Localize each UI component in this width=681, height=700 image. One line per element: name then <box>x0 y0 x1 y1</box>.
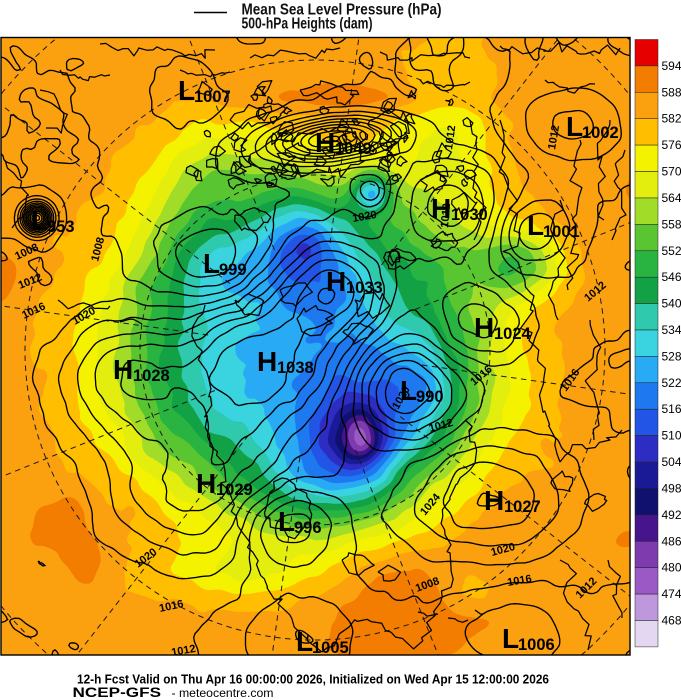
svg-text:468: 468 <box>662 614 681 628</box>
svg-text:L: L <box>31 205 48 236</box>
svg-text:H: H <box>257 346 277 377</box>
svg-text:1007: 1007 <box>194 88 231 106</box>
svg-text:Mean Sea Level Pressure (hPa): Mean Sea Level Pressure (hPa) <box>242 2 442 19</box>
svg-text:1012: 1012 <box>439 203 453 228</box>
svg-text:990: 990 <box>416 388 444 406</box>
svg-text:H: H <box>431 193 451 224</box>
svg-text:558: 558 <box>662 217 681 231</box>
svg-text:534: 534 <box>662 323 681 337</box>
svg-text:NCEP-GFS: NCEP-GFS <box>73 685 162 700</box>
svg-text:- meteocentre.com: - meteocentre.com <box>172 686 274 700</box>
svg-text:953: 953 <box>47 218 75 236</box>
svg-text:H: H <box>484 485 504 516</box>
svg-text:546: 546 <box>662 270 681 284</box>
svg-text:1030: 1030 <box>451 206 488 224</box>
svg-text:999: 999 <box>219 261 247 279</box>
svg-text:582: 582 <box>662 112 681 126</box>
svg-text:588: 588 <box>662 85 681 99</box>
svg-text:L: L <box>203 248 220 279</box>
svg-text:1012: 1012 <box>170 643 196 659</box>
svg-text:510: 510 <box>662 429 681 443</box>
svg-text:540: 540 <box>662 297 681 311</box>
svg-text:1016: 1016 <box>506 573 532 589</box>
svg-text:1028: 1028 <box>133 367 170 385</box>
svg-text:L: L <box>502 623 519 654</box>
svg-text:H: H <box>326 266 346 297</box>
svg-text:474: 474 <box>662 587 681 601</box>
svg-text:1027: 1027 <box>504 498 541 516</box>
svg-text:H: H <box>474 312 494 343</box>
svg-text:1012: 1012 <box>443 125 458 151</box>
svg-text:L: L <box>566 111 583 142</box>
svg-text:1020: 1020 <box>351 209 377 225</box>
svg-text:1038: 1038 <box>277 359 314 377</box>
svg-text:486: 486 <box>662 534 681 548</box>
svg-text:1049: 1049 <box>335 140 372 158</box>
svg-text:H: H <box>113 354 133 385</box>
svg-text:552: 552 <box>662 244 681 258</box>
svg-text:528: 528 <box>662 349 681 363</box>
svg-text:1005: 1005 <box>312 639 349 657</box>
svg-text:492: 492 <box>662 508 681 522</box>
svg-text:H: H <box>315 127 335 158</box>
svg-text:1029: 1029 <box>216 481 253 499</box>
svg-text:H: H <box>196 468 216 499</box>
svg-text:576: 576 <box>662 138 681 152</box>
svg-text:594: 594 <box>662 59 681 73</box>
svg-text:L: L <box>178 75 195 106</box>
svg-text:504: 504 <box>662 455 681 469</box>
svg-text:12-h Fcst Valid on Thu Apr 16: 12-h Fcst Valid on Thu Apr 16 00:00:00 2… <box>77 672 549 687</box>
svg-text:1033: 1033 <box>346 279 383 297</box>
svg-text:498: 498 <box>662 482 681 496</box>
svg-text:1006: 1006 <box>518 636 555 654</box>
svg-text:480: 480 <box>662 561 681 575</box>
svg-text:1012: 1012 <box>546 124 562 150</box>
svg-text:L: L <box>527 210 544 241</box>
svg-text:570: 570 <box>662 165 681 179</box>
svg-text:L: L <box>278 506 295 537</box>
svg-text:500-hPa Heights (dam): 500-hPa Heights (dam) <box>242 16 373 33</box>
svg-text:564: 564 <box>662 191 681 205</box>
svg-text:522: 522 <box>662 376 681 390</box>
svg-text:996: 996 <box>294 519 322 537</box>
svg-text:L: L <box>296 626 313 657</box>
svg-text:1016: 1016 <box>158 598 184 615</box>
svg-text:L: L <box>400 375 417 406</box>
svg-text:1024: 1024 <box>494 325 532 343</box>
svg-text:516: 516 <box>662 402 681 416</box>
svg-text:1002: 1002 <box>582 124 619 142</box>
svg-text:1001: 1001 <box>543 223 580 241</box>
